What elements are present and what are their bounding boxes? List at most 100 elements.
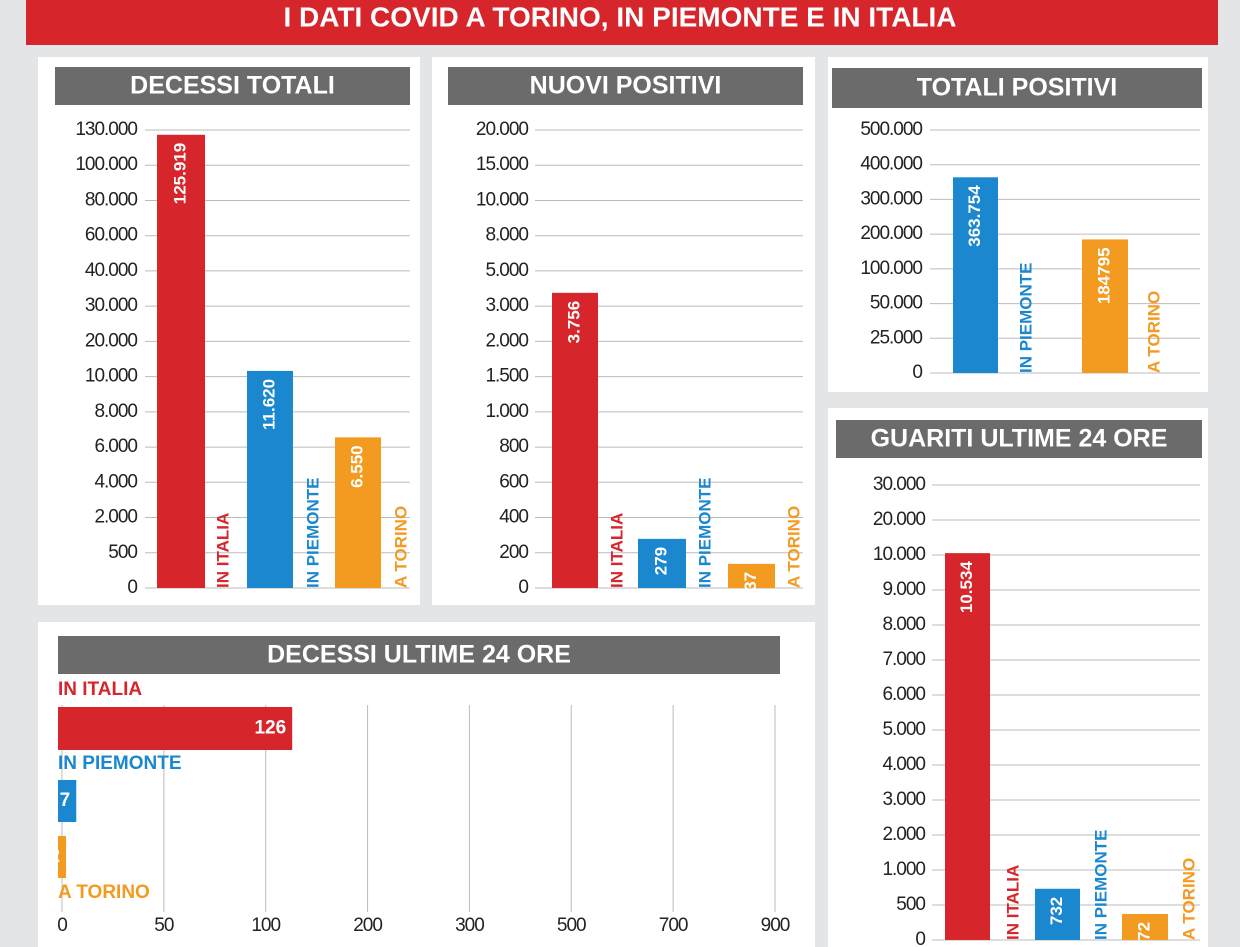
- bar: [1035, 888, 1080, 940]
- bar: [58, 836, 67, 878]
- category-label: IN ITALIA: [58, 679, 142, 700]
- y-tick-label: 8.000: [882, 614, 925, 635]
- panel: [38, 622, 815, 947]
- y-tick-label: 15.000: [476, 154, 529, 175]
- category-label: IN PIEMONTE: [1091, 829, 1110, 940]
- bar: [1122, 913, 1168, 940]
- y-tick-label: 1.500: [485, 366, 528, 387]
- y-tick-label: 500.000: [860, 119, 922, 140]
- banner: [26, 0, 1218, 45]
- chart-title: GUARITI ULTIME 24 ORE: [871, 425, 1168, 453]
- y-tick-label: 40.000: [85, 260, 138, 281]
- category-label: A TORINO: [58, 882, 150, 903]
- y-tick-label: 5.000: [882, 719, 925, 740]
- value-label: 2: [49, 846, 60, 867]
- bar: [335, 437, 381, 588]
- panel-title-bar: [58, 636, 780, 674]
- panel: [432, 57, 815, 605]
- category-label: IN PIEMONTE: [303, 477, 322, 588]
- x-tick-label: 100: [251, 915, 280, 936]
- bar: [157, 134, 205, 589]
- y-tick-label: 0: [915, 929, 925, 947]
- category-label: A TORINO: [1144, 291, 1163, 373]
- y-tick-label: 20.000: [85, 330, 138, 351]
- y-tick-label: 0: [127, 577, 137, 598]
- value-label: 3.756: [564, 301, 583, 344]
- bar: [552, 292, 598, 588]
- x-tick-label: 200: [353, 915, 382, 936]
- value-label: 6.550: [347, 445, 366, 488]
- y-tick-label: 30.000: [85, 295, 138, 316]
- y-tick-label: 8.000: [485, 225, 528, 246]
- x-tick-label: 900: [761, 915, 790, 936]
- panel-title-bar: [55, 67, 410, 105]
- x-tick-label: 300: [455, 915, 484, 936]
- category-label: A TORINO: [784, 506, 803, 588]
- x-tick-label: 50: [154, 915, 174, 936]
- y-tick-label: 400: [499, 507, 528, 528]
- y-tick-label: 0: [518, 577, 528, 598]
- y-tick-label: 20.000: [873, 509, 926, 530]
- value-label: 125.919: [170, 143, 189, 204]
- panel-title-bar: [448, 67, 803, 105]
- y-tick-label: 50.000: [870, 293, 923, 314]
- y-tick-label: 3.000: [882, 789, 925, 810]
- value-label: 363.754: [965, 185, 984, 247]
- x-tick-label: 700: [659, 915, 688, 936]
- y-tick-label: 600: [499, 471, 528, 492]
- y-tick-label: 4.000: [94, 471, 137, 492]
- value-label: 11.620: [259, 379, 278, 430]
- chart-title: DECESSI ULTIME 24 ORE: [267, 641, 571, 669]
- y-tick-label: 10.000: [873, 544, 926, 565]
- x-tick-label: 0: [57, 915, 67, 936]
- value-label: 137: [741, 572, 760, 600]
- value-label: 279: [651, 547, 670, 575]
- chart-title: DECESSI TOTALI: [130, 72, 335, 100]
- value-label: 372: [1134, 922, 1153, 947]
- category-label: IN PIEMONTE: [1016, 262, 1035, 373]
- y-tick-label: 9.000: [882, 579, 925, 600]
- value-label: 184795: [1094, 247, 1113, 304]
- bar: [638, 538, 686, 588]
- bar: [58, 780, 77, 822]
- y-tick-label: 20.000: [476, 119, 529, 140]
- bar: [247, 370, 293, 588]
- y-tick-label: 10.000: [85, 366, 138, 387]
- y-tick-label: 10.000: [476, 189, 529, 210]
- y-tick-label: 5.000: [485, 260, 528, 281]
- bar: [58, 707, 293, 750]
- category-label: IN ITALIA: [607, 513, 626, 588]
- y-tick-label: 7.000: [882, 649, 925, 670]
- category-label: IN ITALIA: [213, 513, 232, 588]
- y-tick-label: 60.000: [85, 225, 138, 246]
- y-tick-label: 2.000: [882, 824, 925, 845]
- y-tick-label: 25.000: [870, 327, 923, 348]
- y-tick-label: 6.000: [94, 436, 137, 457]
- y-tick-label: 80.000: [85, 189, 138, 210]
- value-label: 7: [60, 790, 71, 811]
- value-label: 10.534: [957, 561, 976, 614]
- main-title: I DATI COVID A TORINO, IN PIEMONTE E IN …: [283, 1, 956, 32]
- bar: [728, 563, 775, 588]
- y-tick-label: 200: [499, 542, 528, 563]
- y-tick-label: 30.000: [873, 474, 926, 495]
- y-tick-label: 4.000: [882, 754, 925, 775]
- chart-title: NUOVI POSITIVI: [530, 72, 722, 100]
- y-tick-label: 500: [108, 542, 137, 563]
- y-tick-label: 130.000: [75, 119, 137, 140]
- bar: [945, 553, 990, 940]
- y-tick-label: 300.000: [860, 188, 922, 209]
- bar: [953, 177, 998, 373]
- category-label: IN PIEMONTE: [58, 753, 182, 774]
- y-tick-label: 8.000: [94, 401, 137, 422]
- chart-title: TOTALI POSITIVI: [917, 74, 1117, 102]
- y-tick-label: 100.000: [860, 258, 922, 279]
- y-tick-label: 3.000: [485, 295, 528, 316]
- panel-title-bar: [836, 420, 1202, 458]
- category-label: A TORINO: [1179, 858, 1198, 940]
- panel: [828, 57, 1208, 392]
- y-tick-label: 500: [896, 894, 925, 915]
- y-tick-label: 2.000: [485, 330, 528, 351]
